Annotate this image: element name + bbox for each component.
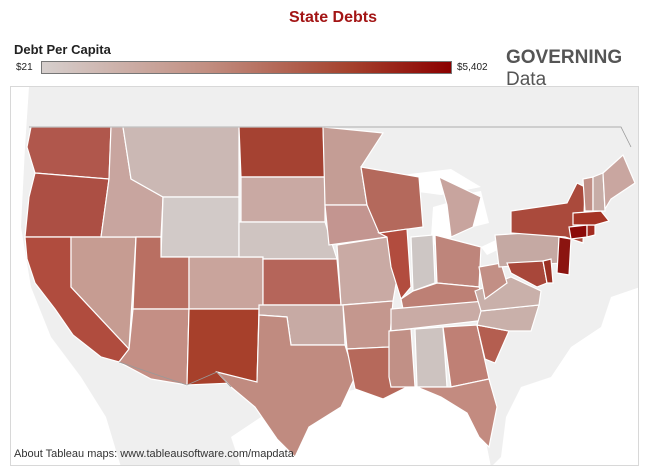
state-mi[interactable] bbox=[438, 175, 482, 238]
state-or[interactable] bbox=[24, 172, 110, 238]
legend-max-label: $5,402 bbox=[457, 62, 488, 73]
state-wv[interactable] bbox=[478, 262, 508, 301]
state-fl[interactable] bbox=[416, 378, 498, 449]
governing-data-logo[interactable]: GOVERNING Data bbox=[506, 47, 666, 91]
state-nj[interactable] bbox=[556, 236, 572, 276]
state-wy[interactable] bbox=[160, 196, 240, 258]
mexico-border bbox=[118, 361, 232, 388]
legend-color-ramp bbox=[41, 61, 452, 74]
state-ms[interactable] bbox=[388, 328, 416, 388]
map-title: State Debts bbox=[288, 9, 378, 26]
legend-min-label: $21 bbox=[16, 62, 33, 73]
brand-bold-text: GOVERNING bbox=[506, 47, 623, 68]
map-canvas[interactable] bbox=[11, 87, 639, 466]
state-sd[interactable] bbox=[240, 176, 326, 223]
state-vt[interactable] bbox=[582, 176, 594, 212]
atlantic-ocean bbox=[493, 287, 638, 465]
pacific-ocean bbox=[11, 87, 121, 465]
state-ar[interactable] bbox=[342, 300, 394, 350]
state-me[interactable] bbox=[602, 153, 636, 211]
state-nh[interactable] bbox=[592, 172, 606, 212]
state-ri[interactable] bbox=[586, 224, 596, 238]
state-ks[interactable] bbox=[262, 258, 342, 306]
state-co[interactable] bbox=[188, 256, 264, 310]
state-al[interactable] bbox=[414, 326, 448, 388]
state-md[interactable] bbox=[506, 260, 548, 288]
state-in[interactable] bbox=[410, 234, 436, 292]
state-ct[interactable] bbox=[568, 224, 588, 240]
brand-light-text: Data bbox=[506, 69, 547, 90]
tableau-attribution-link[interactable]: About Tableau maps: www.tableausoftware.… bbox=[14, 448, 294, 460]
legend-title: Debt Per Capita bbox=[14, 42, 111, 57]
state-nd[interactable] bbox=[238, 126, 326, 178]
state-wa[interactable] bbox=[26, 126, 112, 180]
choropleth-map[interactable] bbox=[10, 86, 639, 466]
canada-border bbox=[29, 126, 632, 148]
state-de[interactable] bbox=[542, 258, 554, 284]
state-ne[interactable] bbox=[238, 221, 338, 260]
